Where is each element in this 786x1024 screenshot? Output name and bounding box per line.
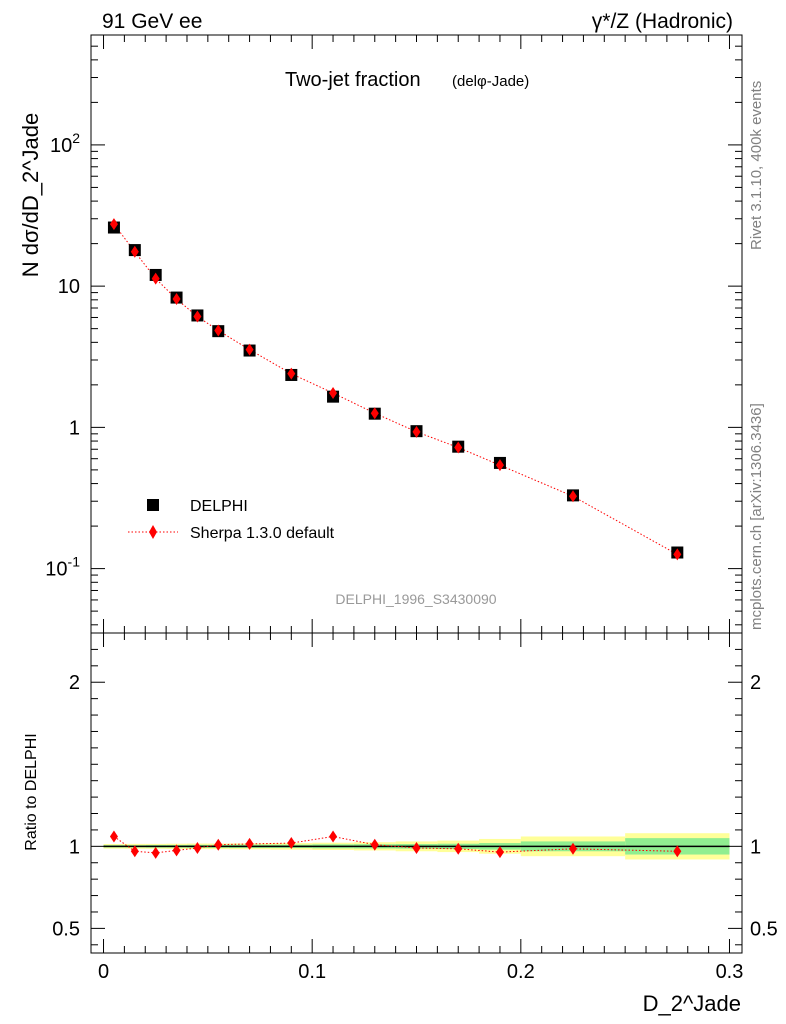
- ratio-sherpa-point: [151, 846, 160, 859]
- ratio-y-axis-label: Ratio to DELPHI: [23, 733, 40, 850]
- ratio-sherpa-point: [109, 830, 118, 843]
- legend-marker-delphi: [147, 499, 159, 511]
- ratio-y-tick-label-right: 2: [750, 672, 761, 694]
- ratio-y-tick-label: 0.5: [52, 918, 80, 940]
- main-y-tick-label: 1: [69, 417, 80, 439]
- sherpa-point: [370, 407, 379, 420]
- ratio-y-tick-label-right: 1: [750, 836, 761, 858]
- x-tick-label: 0: [98, 961, 109, 983]
- sherpa-point: [245, 343, 254, 356]
- sherpa-point: [172, 293, 181, 306]
- ratio-sherpa-point: [245, 837, 254, 850]
- main-title: Two-jet fraction: [285, 69, 421, 91]
- sherpa-point: [412, 425, 421, 438]
- main-y-axis-label: N dσ/dD_2^Jade: [18, 113, 43, 278]
- ratio-sherpa-point: [568, 842, 577, 855]
- header-right: γ*/Z (Hadronic): [592, 10, 733, 33]
- ratio-y-tick-label-right: 0.5: [750, 918, 778, 940]
- sherpa-point: [287, 367, 296, 380]
- header-left: 91 GeV ee: [102, 10, 202, 33]
- rivet-version-label: Rivet 3.1.10, 400k events: [748, 81, 765, 250]
- source-label: mcplots.cern.ch [arXiv:1306.3436]: [748, 403, 765, 630]
- ratio-sherpa-point: [214, 838, 223, 851]
- ratio-sherpa-point: [287, 837, 296, 850]
- legend-marker-sherpa: [149, 525, 157, 539]
- main-plot-frame: [90, 34, 743, 634]
- sherpa-point: [673, 548, 682, 561]
- legend-label-sherpa: Sherpa 1.3.0 default: [190, 525, 335, 542]
- sherpa-point: [193, 310, 202, 323]
- ratio-y-tick-label: 1: [69, 836, 80, 858]
- x-tick-label: 0.1: [298, 961, 326, 983]
- sherpa-point: [568, 490, 577, 503]
- x-tick-label: 0.3: [716, 961, 744, 983]
- ratio-sherpa-point: [193, 841, 202, 854]
- ratio-sherpa-point: [130, 845, 139, 858]
- main-subtitle: (delφ-Jade): [452, 73, 529, 90]
- legend: DELPHI Sherpa 1.3.0 default: [128, 498, 335, 542]
- ratio-sherpa-point: [412, 841, 421, 854]
- ratio-sherpa-point: [495, 846, 504, 859]
- x-axis-label: D_2^Jade: [643, 991, 741, 1016]
- sherpa-point: [130, 245, 139, 258]
- main-axis-ticks: 10-1 1 10 102: [45, 34, 742, 633]
- ratio-plot-frame: [90, 632, 743, 954]
- ratio-sherpa-point: [329, 830, 338, 843]
- ratio-data-marks: [109, 830, 682, 859]
- main-y-tick-label: 102: [50, 130, 80, 157]
- ratio-sherpa-point: [454, 842, 463, 855]
- ratio-axis-ticks: 0.5 0.5 1 1 2 2 0 0.1 0.2 0.3: [52, 633, 778, 983]
- ratio-sherpa-point: [172, 844, 181, 857]
- sherpa-point: [495, 459, 504, 472]
- analysis-watermark: DELPHI_1996_S3430090: [335, 591, 496, 607]
- sherpa-point: [151, 272, 160, 285]
- sherpa-point: [109, 218, 118, 231]
- x-tick-label: 0.2: [507, 961, 535, 983]
- sherpa-point: [454, 441, 463, 454]
- sherpa-point: [214, 324, 223, 337]
- main-y-tick-label: 10: [58, 276, 80, 298]
- ratio-y-tick-label: 2: [69, 672, 80, 694]
- main-data-marks: [107, 218, 684, 561]
- legend-label-delphi: DELPHI: [190, 498, 248, 515]
- main-y-tick-label: 10-1: [45, 554, 80, 581]
- sherpa-point: [329, 387, 338, 400]
- ratio-sherpa-point: [370, 838, 379, 851]
- ratio-sherpa-point: [673, 845, 682, 858]
